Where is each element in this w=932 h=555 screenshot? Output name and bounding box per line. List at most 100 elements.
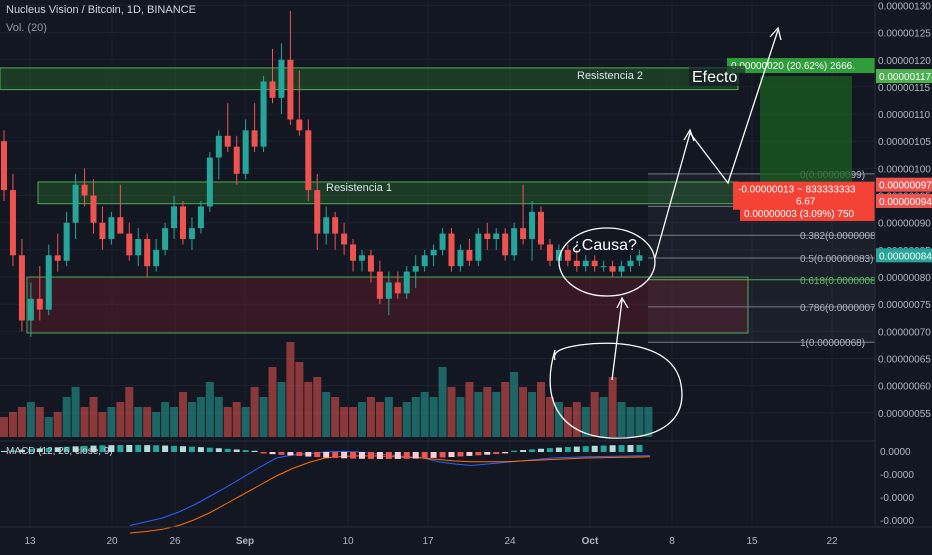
time-tick-label: Sep [236,536,254,547]
macd-histogram-bar [305,452,312,457]
volume-bar [286,342,295,437]
price-tick-label: 0.00000100 [878,164,931,175]
macd-histogram-bar [314,452,321,458]
volume-bar [62,397,71,437]
volume-bar [277,382,286,437]
volume-bar [599,397,608,437]
candle-body [376,271,383,299]
volume-bar [152,412,161,437]
volume-bar [98,412,107,437]
macd-histogram-bar [63,446,70,452]
macd-histogram-bar [394,452,401,459]
volume-bar [44,417,53,437]
macd-histogram-bar [54,447,61,452]
volume-bar [89,397,98,437]
volume-bar [340,407,349,437]
candle-body [287,59,294,120]
price-tick-label: 0.00000090 [878,219,931,230]
time-tick-label: 10 [342,536,354,547]
cause-circle [558,227,656,297]
macd-histogram-bar [466,452,473,456]
effect-arrowhead [683,128,695,142]
fib-level-label: 0.382(0.00000087) [800,231,885,242]
macd-histogram-bar [162,445,169,452]
macd-histogram-bar [180,446,186,452]
price-badge-label: 0.00000097 [879,181,932,192]
macd-histogram-bar [618,445,625,452]
fib-level-label: 0.5(0.00000083) [800,254,873,265]
candle-body [260,81,267,147]
macd-histogram-bar [475,452,482,456]
volume-bar [456,397,465,437]
candle-body [314,190,321,234]
price-tick-label: 0.00000060 [878,382,931,393]
macd-histogram-bar [520,450,527,452]
volume-bar [554,402,563,437]
candle-body [529,211,536,240]
candle-body [90,195,97,223]
macd-histogram-bar [511,450,518,452]
macd-histogram-bar [126,445,133,452]
macd-histogram-bar [144,445,151,452]
price-tick-label: 0.00000065 [878,355,931,366]
volume-bar [590,392,599,437]
candle-body [546,244,553,261]
volume-bar [483,387,492,437]
candle-body [242,130,249,174]
candle-body [278,59,285,98]
candle-body [332,217,339,234]
symbol-title: Nucleus Vision / Bitcoin, 1D, BINANCE [6,4,196,16]
volume-bar [250,387,259,437]
macd-histogram-bar [457,452,464,457]
volume-bar [107,407,116,437]
volume-bar [205,382,214,437]
volume-circle [549,342,683,439]
candle-body [466,249,473,261]
macd-histogram-bar [582,446,589,452]
candle-body [564,249,571,261]
candle-body [448,233,455,267]
candle-body [305,130,312,191]
macd-histogram-bar [18,449,25,452]
macd-histogram-bar [412,452,419,459]
time-tick-label: 15 [746,536,758,547]
macd-histogram-bar [359,452,365,459]
volume-bar [563,407,572,437]
volume-bar [519,387,528,437]
candle-body [171,206,178,229]
volume-bar [0,417,8,437]
stop-label-box [740,206,875,221]
macd-histogram-bar [251,450,258,452]
volume-bar [304,382,313,437]
macd-histogram-bar [188,446,195,452]
volume-bar [384,397,393,437]
candle-body [493,233,500,240]
macd-histogram-bar [135,445,142,452]
candle-body [99,222,106,240]
candle-body [502,233,509,256]
time-tick-label: Oct [582,536,599,547]
price-tick-label: 0.00000125 [878,29,931,40]
volume-bar [438,367,447,437]
candle-body [341,233,348,245]
macd-histogram-bar [171,445,178,452]
volume-bar [187,402,196,437]
macd-histogram-bar [448,452,455,457]
macd-histogram-bar [215,448,222,452]
volume-bar [241,407,250,437]
zone-label: Resistencia 1 [326,182,392,194]
time-tick-label: 20 [106,536,118,547]
candle-body [296,119,303,131]
candle-body [251,130,258,147]
volume-bar [528,392,537,437]
fib-level-label: 1(0.00000068) [800,338,865,349]
volume-bar [474,392,483,437]
candle-body [180,206,186,240]
volume-bar [223,407,232,437]
cause-label: ¿Causa? [572,237,637,254]
macd-histogram-bar [367,452,374,459]
volume-bar [179,392,187,437]
candle-body [269,81,276,98]
